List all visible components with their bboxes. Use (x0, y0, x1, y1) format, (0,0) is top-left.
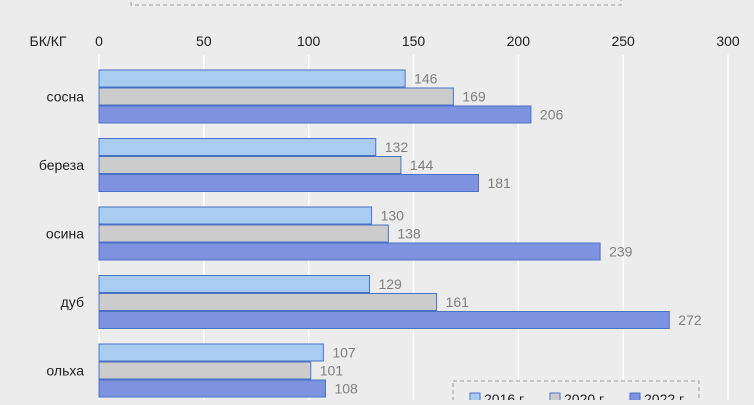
bar (98, 343, 324, 362)
category-label: осина (46, 226, 84, 242)
data-label: 107 (332, 345, 356, 361)
data-label: 132 (385, 139, 409, 155)
data-label: 138 (397, 226, 421, 242)
bar (98, 293, 438, 311)
data-label: 101 (320, 363, 344, 379)
data-label: 161 (446, 294, 470, 310)
x-tick-label: 250 (611, 33, 635, 49)
data-label: 239 (609, 244, 633, 260)
legend-swatch (549, 392, 561, 404)
bar (98, 156, 402, 174)
bar (98, 361, 312, 380)
category-label: дуб (61, 294, 84, 310)
data-label: 272 (678, 312, 702, 328)
legend-label: 2020 г. (564, 391, 606, 400)
bar (98, 69, 406, 88)
bar (98, 224, 389, 243)
legend-swatch (629, 392, 641, 404)
bar (98, 87, 454, 106)
title-box (130, 0, 622, 6)
category-labels: сосна береза осина дуб ольха (39, 89, 84, 379)
y-axis-title: БК/КГ (30, 33, 67, 49)
data-label: 130 (381, 208, 405, 224)
data-label: 181 (487, 175, 511, 191)
x-tick-label: 200 (507, 33, 531, 49)
data-label: 169 (462, 89, 486, 105)
bar (98, 311, 670, 329)
bar (98, 105, 532, 124)
bar (98, 379, 326, 398)
category-label: береза (39, 157, 84, 173)
legend-label: 2016 г. (484, 391, 526, 400)
x-tick-label: 150 (402, 33, 426, 49)
data-label: 206 (540, 107, 564, 123)
legend-label: 2022 г. (644, 391, 686, 400)
x-tick-label: 100 (297, 33, 321, 49)
bar (98, 174, 479, 192)
data-label: 144 (410, 157, 434, 173)
x-tick-labels: 0 50 100 150 200 250 300 (95, 33, 740, 49)
x-tick-label: 300 (716, 33, 740, 49)
legend-swatch (469, 392, 481, 404)
bar (98, 206, 373, 225)
bar (98, 138, 377, 156)
data-label: 129 (378, 276, 402, 292)
category-label: ольха (46, 363, 84, 379)
bar (98, 242, 601, 261)
bar (98, 275, 370, 293)
data-label: 108 (334, 381, 358, 397)
data-label: 146 (414, 71, 438, 87)
legend: 2016 г. 2020 г. 2022 г. (452, 380, 700, 405)
x-tick-label: 50 (196, 33, 212, 49)
category-label: сосна (47, 89, 85, 105)
x-tick-label: 0 (95, 33, 103, 49)
